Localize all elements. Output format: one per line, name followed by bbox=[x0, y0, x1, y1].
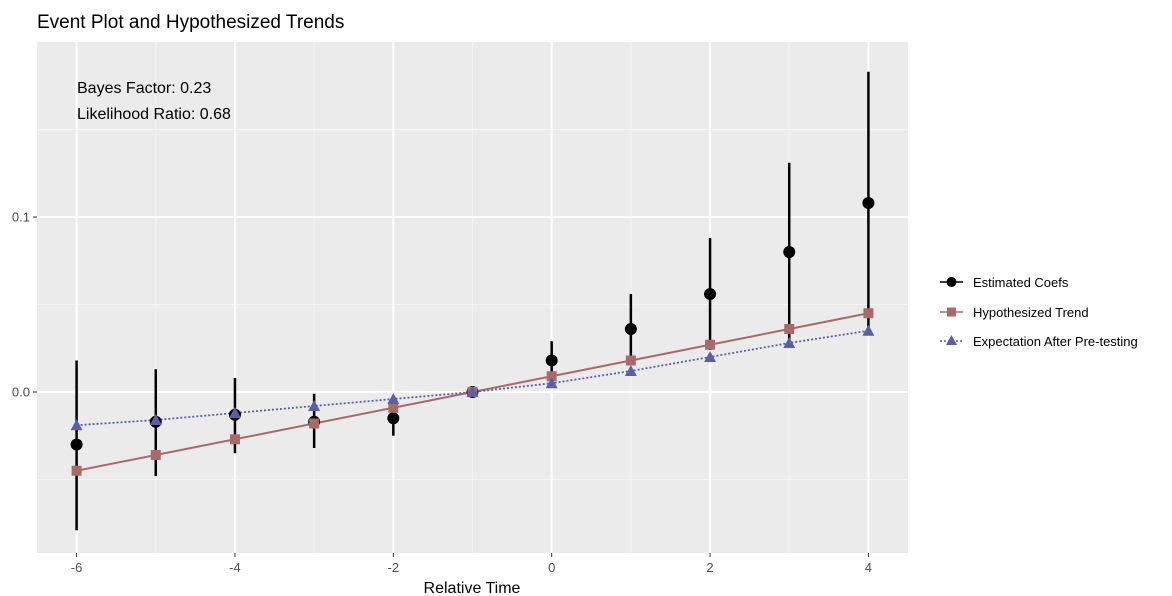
legend-marker-circle bbox=[946, 277, 957, 287]
hypothesized-trend-point bbox=[388, 402, 399, 413]
expectation-point bbox=[624, 365, 637, 376]
hypothesized-trend-point bbox=[784, 324, 795, 334]
x-tick-label: -6 bbox=[71, 560, 83, 575]
estimated-coef-point bbox=[70, 438, 83, 451]
expectation-point bbox=[149, 414, 162, 425]
hypothesized-trend-point bbox=[705, 339, 716, 350]
x-axis-title: Relative Time bbox=[424, 580, 521, 596]
x-tick-label: 0 bbox=[548, 560, 555, 575]
estimated-coef-point bbox=[387, 412, 400, 425]
legend-label-expectation: Expectation After Pre-testing bbox=[973, 334, 1138, 349]
expectation-point bbox=[228, 407, 241, 418]
chart-title: Event Plot and Hypothesized Trends bbox=[37, 12, 344, 33]
hypothesized-trend-point bbox=[309, 418, 320, 429]
expectation-point bbox=[545, 377, 558, 389]
estimated-coef-point bbox=[704, 288, 717, 300]
axis-ticks: -6 -4 -2 0 2 4 0.0 0.1 bbox=[12, 210, 872, 576]
x-tick-label: 2 bbox=[706, 560, 713, 575]
hypothesized-trend-point bbox=[71, 465, 82, 476]
x-tick-label: -2 bbox=[388, 560, 400, 575]
expectation-point bbox=[862, 324, 875, 336]
expectation-point bbox=[466, 386, 479, 397]
legend-marker-triangle bbox=[946, 335, 957, 345]
x-tick-label: -4 bbox=[229, 560, 241, 575]
legend-marker-square bbox=[947, 307, 956, 317]
legend-item-estimated-coefs: Estimated Coefs bbox=[940, 275, 1069, 290]
legend-label-estimated-coefs: Estimated Coefs bbox=[973, 275, 1069, 290]
estimated-coef-point bbox=[783, 246, 796, 258]
expectation-point bbox=[387, 393, 400, 404]
hypothesized-trend-point bbox=[625, 355, 636, 366]
estimated-coef-point bbox=[624, 323, 637, 335]
estimated-coef-point bbox=[545, 354, 558, 367]
y-tick-label: 0.1 bbox=[12, 210, 30, 225]
data-series bbox=[70, 71, 875, 531]
legend-item-expectation-after-pretesting: Expectation After Pre-testing bbox=[940, 334, 1138, 349]
hypothesized-trend-point bbox=[229, 434, 240, 445]
expectation-point bbox=[783, 337, 796, 348]
estimated-coef-point bbox=[862, 197, 875, 209]
legend-item-hypothesized-trend: Hypothesized Trend bbox=[940, 305, 1089, 320]
legend: Estimated Coefs Hypothesized Trend Expec… bbox=[940, 275, 1138, 349]
expectation-point bbox=[70, 419, 83, 431]
expectation-point bbox=[704, 351, 717, 362]
x-tick-label: 4 bbox=[865, 560, 872, 575]
hypothesized-trend-point bbox=[150, 450, 161, 460]
y-tick-label: 0.0 bbox=[12, 385, 30, 400]
likelihood-ratio-annotation: Likelihood Ratio: 0.68 bbox=[77, 106, 231, 123]
expectation-point bbox=[308, 400, 321, 411]
bayes-factor-annotation: Bayes Factor: 0.23 bbox=[77, 80, 211, 97]
annotations: Bayes Factor: 0.23 Likelihood Ratio: 0.6… bbox=[77, 80, 231, 123]
legend-label-hypothesized-trend: Hypothesized Trend bbox=[973, 305, 1089, 320]
hypothesized-trend-point bbox=[546, 371, 557, 382]
hypothesized-trend-point bbox=[863, 308, 874, 319]
